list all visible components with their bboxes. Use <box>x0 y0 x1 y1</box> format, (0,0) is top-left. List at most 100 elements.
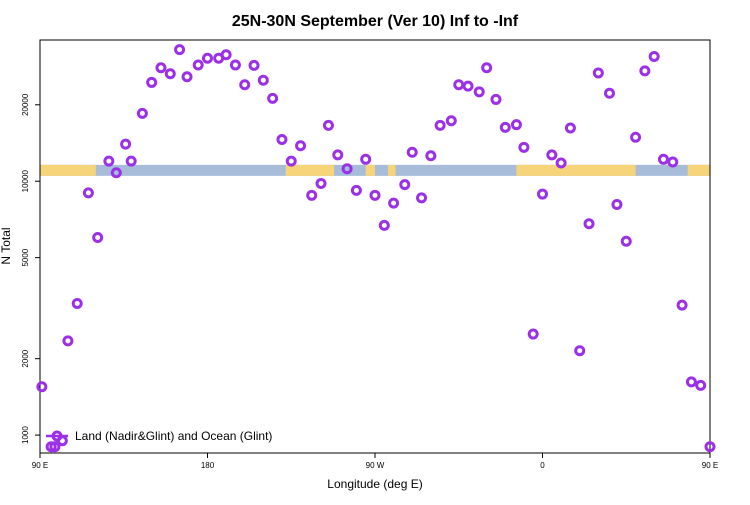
land-band <box>40 164 96 176</box>
data-point <box>125 155 137 167</box>
data-point <box>527 328 539 340</box>
land-band <box>687 164 710 176</box>
data-point <box>630 131 642 143</box>
data-point <box>120 138 132 150</box>
data-point <box>537 188 548 200</box>
data-point <box>416 192 428 204</box>
land-band <box>365 164 375 176</box>
data-point <box>583 218 595 230</box>
data-point <box>103 155 115 167</box>
data-point <box>639 65 651 77</box>
data-point <box>510 119 522 131</box>
data-point <box>360 153 372 165</box>
data-point <box>695 379 707 391</box>
data-point <box>192 59 204 71</box>
data-points <box>36 44 716 453</box>
x-tick-label: 90 E <box>702 461 718 470</box>
y-axis: 1000 2000 5000 10000 20000 <box>21 93 40 444</box>
data-point <box>71 297 83 309</box>
data-point <box>481 62 493 74</box>
y-axis-label: N Total <box>0 227 13 264</box>
data-point <box>49 441 61 453</box>
y-tick-label: 5000 <box>21 248 30 266</box>
data-point <box>425 150 437 162</box>
data-point <box>248 59 260 71</box>
x-axis-label: Longitude (deg E) <box>327 477 422 491</box>
x-tick-label: 0 <box>540 461 545 470</box>
data-point <box>239 79 251 91</box>
x-tick-label: 90 E <box>32 461 48 470</box>
data-point <box>564 122 576 134</box>
data-point <box>369 189 381 201</box>
y-tick-label: 2000 <box>21 349 30 367</box>
data-point <box>155 62 167 74</box>
y-tick-label: 10000 <box>21 170 30 193</box>
data-point <box>136 107 148 119</box>
x-axis: 90 E 180 90 W 0 90 E <box>32 453 718 470</box>
land-band <box>516 164 636 176</box>
x-tick-label: 180 <box>201 461 215 470</box>
data-point <box>36 381 48 393</box>
data-point <box>574 345 586 357</box>
data-point <box>490 93 502 105</box>
y-tick-label: 20000 <box>21 93 30 116</box>
legend: Land (Nadir&Glint) and Ocean (Glint) <box>46 429 272 443</box>
data-point <box>267 92 279 104</box>
data-point <box>164 68 176 80</box>
data-point <box>257 74 269 86</box>
data-point <box>685 376 697 388</box>
data-point <box>620 235 632 247</box>
data-point <box>462 80 474 92</box>
data-point <box>473 86 485 98</box>
land-band <box>388 164 396 176</box>
data-point <box>146 76 158 88</box>
data-point <box>62 335 74 347</box>
data-point <box>332 149 344 161</box>
data-point <box>378 219 390 231</box>
data-point <box>434 119 446 131</box>
data-point <box>306 189 318 201</box>
data-point <box>604 87 615 99</box>
data-point <box>657 153 669 165</box>
data-point <box>555 157 567 169</box>
data-point <box>174 44 186 56</box>
data-point <box>399 179 411 191</box>
x-tick-label: 90 W <box>366 461 385 470</box>
data-point <box>341 163 353 175</box>
data-point <box>202 52 213 64</box>
data-point <box>285 155 297 167</box>
data-point <box>220 49 232 61</box>
data-point <box>453 79 465 91</box>
data-point <box>350 184 362 196</box>
legend-marker <box>51 430 63 442</box>
data-point <box>82 187 94 199</box>
chart-title: 25N-30N September (Ver 10) Inf to -Inf <box>232 13 519 30</box>
data-point <box>499 121 511 133</box>
data-point <box>322 119 334 131</box>
data-point <box>445 115 457 127</box>
data-point <box>611 198 623 210</box>
data-point <box>667 156 679 168</box>
legend-label: Land (Nadir&Glint) and Ocean (Glint) <box>75 429 272 443</box>
map-strip <box>40 164 710 176</box>
data-point <box>92 232 104 244</box>
data-point <box>229 59 241 71</box>
plot-frame <box>39 39 711 454</box>
data-point <box>518 141 530 153</box>
data-point <box>648 50 660 62</box>
y-tick-label: 1000 <box>21 426 30 444</box>
data-point <box>315 177 327 189</box>
data-point <box>295 140 307 152</box>
data-point <box>110 167 122 179</box>
data-point <box>546 149 558 161</box>
land-band <box>285 164 335 176</box>
data-point <box>704 441 716 453</box>
data-point <box>406 146 418 158</box>
data-point <box>181 71 193 83</box>
data-point <box>276 134 288 146</box>
data-point <box>388 197 400 209</box>
data-point <box>592 67 604 79</box>
data-point <box>676 299 688 311</box>
